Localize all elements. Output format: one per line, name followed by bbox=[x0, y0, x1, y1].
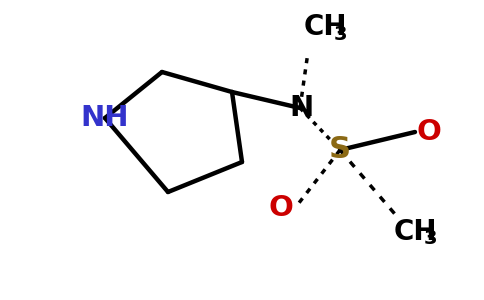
Text: CH: CH bbox=[303, 13, 347, 41]
Text: N: N bbox=[290, 94, 314, 122]
Text: O: O bbox=[269, 194, 293, 222]
Text: S: S bbox=[329, 136, 351, 164]
Text: CH: CH bbox=[393, 218, 437, 246]
Text: NH: NH bbox=[81, 104, 129, 132]
Text: 3: 3 bbox=[423, 230, 437, 248]
Text: 3: 3 bbox=[333, 25, 347, 44]
Text: O: O bbox=[417, 118, 441, 146]
